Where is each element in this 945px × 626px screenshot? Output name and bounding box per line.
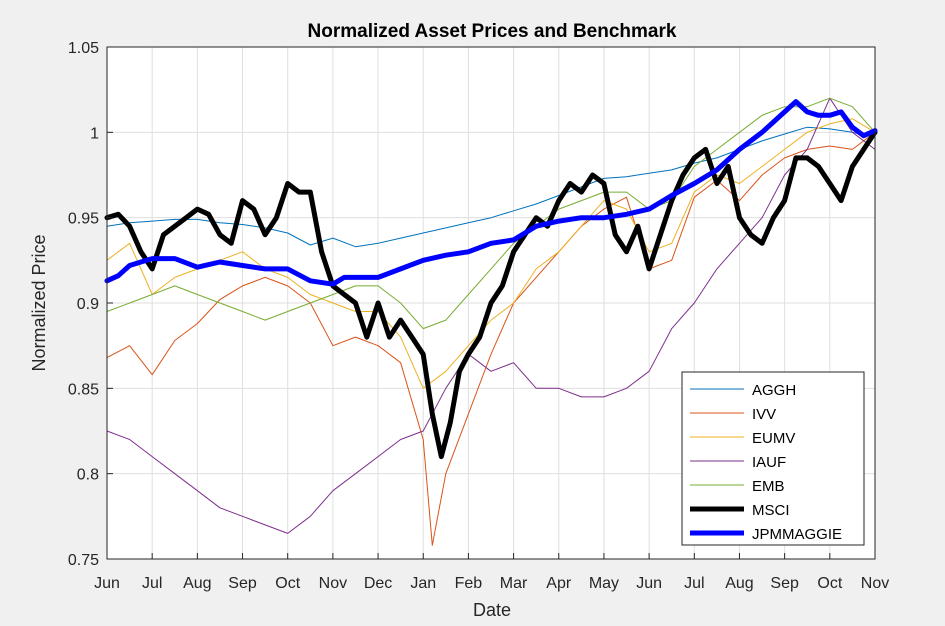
legend: AGGH IVV EUMV IAUF EMB MSCI JPMMAGGIE — [681, 371, 865, 546]
series-line-jpmmaggie — [104, 99, 878, 287]
y-tick-label: 1 — [90, 125, 99, 142]
y-axis: 0.75 0.8 0.85 0.9 0.95 1 1.05 — [68, 40, 113, 569]
x-axis: Jun Jul Aug Sep Oct Nov Dec Jan Feb Mar Apr May Jun J… — [94, 553, 889, 592]
series-line-emb — [106, 97, 876, 330]
legend-label-jpmmaggie: JPMMAGGIE — [752, 526, 842, 543]
legend-label-ivv: IVV — [752, 406, 776, 423]
series-line-ivv — [106, 131, 876, 546]
y-axis-label: Normalized Price — [29, 234, 49, 371]
x-tick-label: Jan — [410, 575, 436, 592]
legend-label-eumv: EUMV — [752, 430, 795, 447]
x-tick-label: Nov — [861, 575, 889, 592]
y-tick-label: 0.75 — [68, 552, 99, 569]
x-tick-label: Nov — [319, 575, 347, 592]
legend-label-aggh: AGGH — [752, 382, 796, 399]
x-axis-label: Date — [473, 600, 511, 620]
x-tick-label: Sep — [770, 575, 799, 592]
y-tick-label: 0.95 — [68, 211, 99, 228]
x-tick-label: Apr — [546, 575, 572, 592]
legend-label-emb: EMB — [752, 478, 785, 495]
x-tick-label: Oct — [275, 575, 300, 592]
y-tick-label: 0.85 — [68, 381, 99, 398]
x-tick-label: May — [589, 575, 619, 592]
x-tick-label: Aug — [725, 575, 753, 592]
x-tick-label: Oct — [817, 575, 842, 592]
y-tick-label: 0.9 — [77, 296, 99, 313]
series-line-eumv — [106, 118, 876, 389]
x-tick-label: Jun — [94, 575, 120, 592]
y-tick-label: 1.05 — [68, 40, 99, 57]
x-tick-label: Jun — [636, 575, 662, 592]
x-tick-label: Mar — [500, 575, 528, 592]
x-tick-label: Jul — [142, 575, 162, 592]
x-tick-label: Aug — [183, 575, 211, 592]
legend-label-iauf: IAUF — [752, 454, 786, 471]
y-tick-label: 0.8 — [77, 467, 99, 484]
series-layer — [104, 97, 878, 546]
x-tick-label: Feb — [455, 575, 483, 592]
legend-label-msci: MSCI — [752, 502, 790, 519]
series-line-iauf — [106, 97, 876, 534]
x-tick-label: Jul — [684, 575, 704, 592]
legend-box — [681, 371, 865, 546]
series-line-msci — [104, 129, 878, 460]
x-tick-label: Sep — [228, 575, 257, 592]
chart-title: Normalized Asset Prices and Benchmark — [308, 21, 677, 42]
x-tick-label: Dec — [364, 575, 392, 592]
